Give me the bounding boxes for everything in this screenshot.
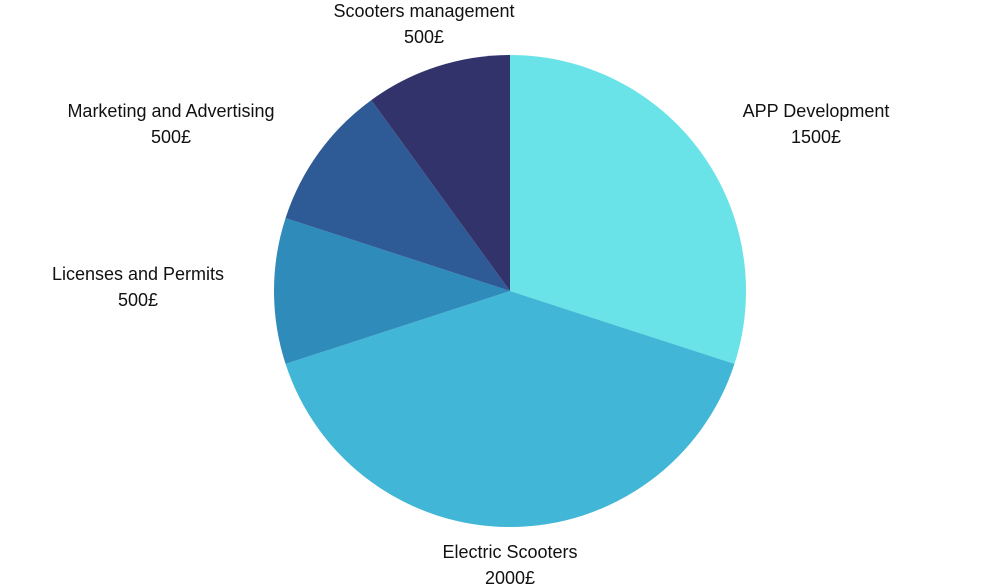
slice-label-name: APP Development — [743, 101, 890, 121]
slice-label: APP Development 1500£ — [743, 101, 890, 147]
slice-label-value: 500£ — [151, 127, 191, 147]
slice-label: Marketing and Advertising 500£ — [67, 101, 274, 147]
pie-slice-marketing-and-advertising — [285, 100, 510, 291]
pie-slices — [273, 54, 747, 528]
slice-label-name: Scooters management — [333, 1, 514, 21]
slice-label-name: Licenses and Permits — [52, 264, 224, 284]
slice-label-name: Electric Scooters — [442, 542, 577, 562]
slice-label: Licenses and Permits 500£ — [52, 264, 224, 310]
pie-slice-app-development — [510, 55, 747, 364]
slice-label-value: 1500£ — [791, 127, 841, 147]
pie-slice-licenses-and-permits — [273, 218, 510, 364]
slice-label: Electric Scooters 2000£ — [442, 542, 577, 585]
slice-label-value: 500£ — [404, 27, 444, 47]
slice-label-name: Marketing and Advertising — [67, 101, 274, 121]
pie-slice-scooters-management — [371, 54, 510, 291]
slice-label: Scooters management 500£ — [333, 1, 514, 47]
slice-label-value: 500£ — [118, 290, 158, 310]
slice-label-value: 2000£ — [485, 568, 535, 585]
pie-labels: APP Development 1500£ Electric Scooters 200… — [52, 1, 889, 585]
pie-slice-electric-scooters — [285, 291, 735, 528]
